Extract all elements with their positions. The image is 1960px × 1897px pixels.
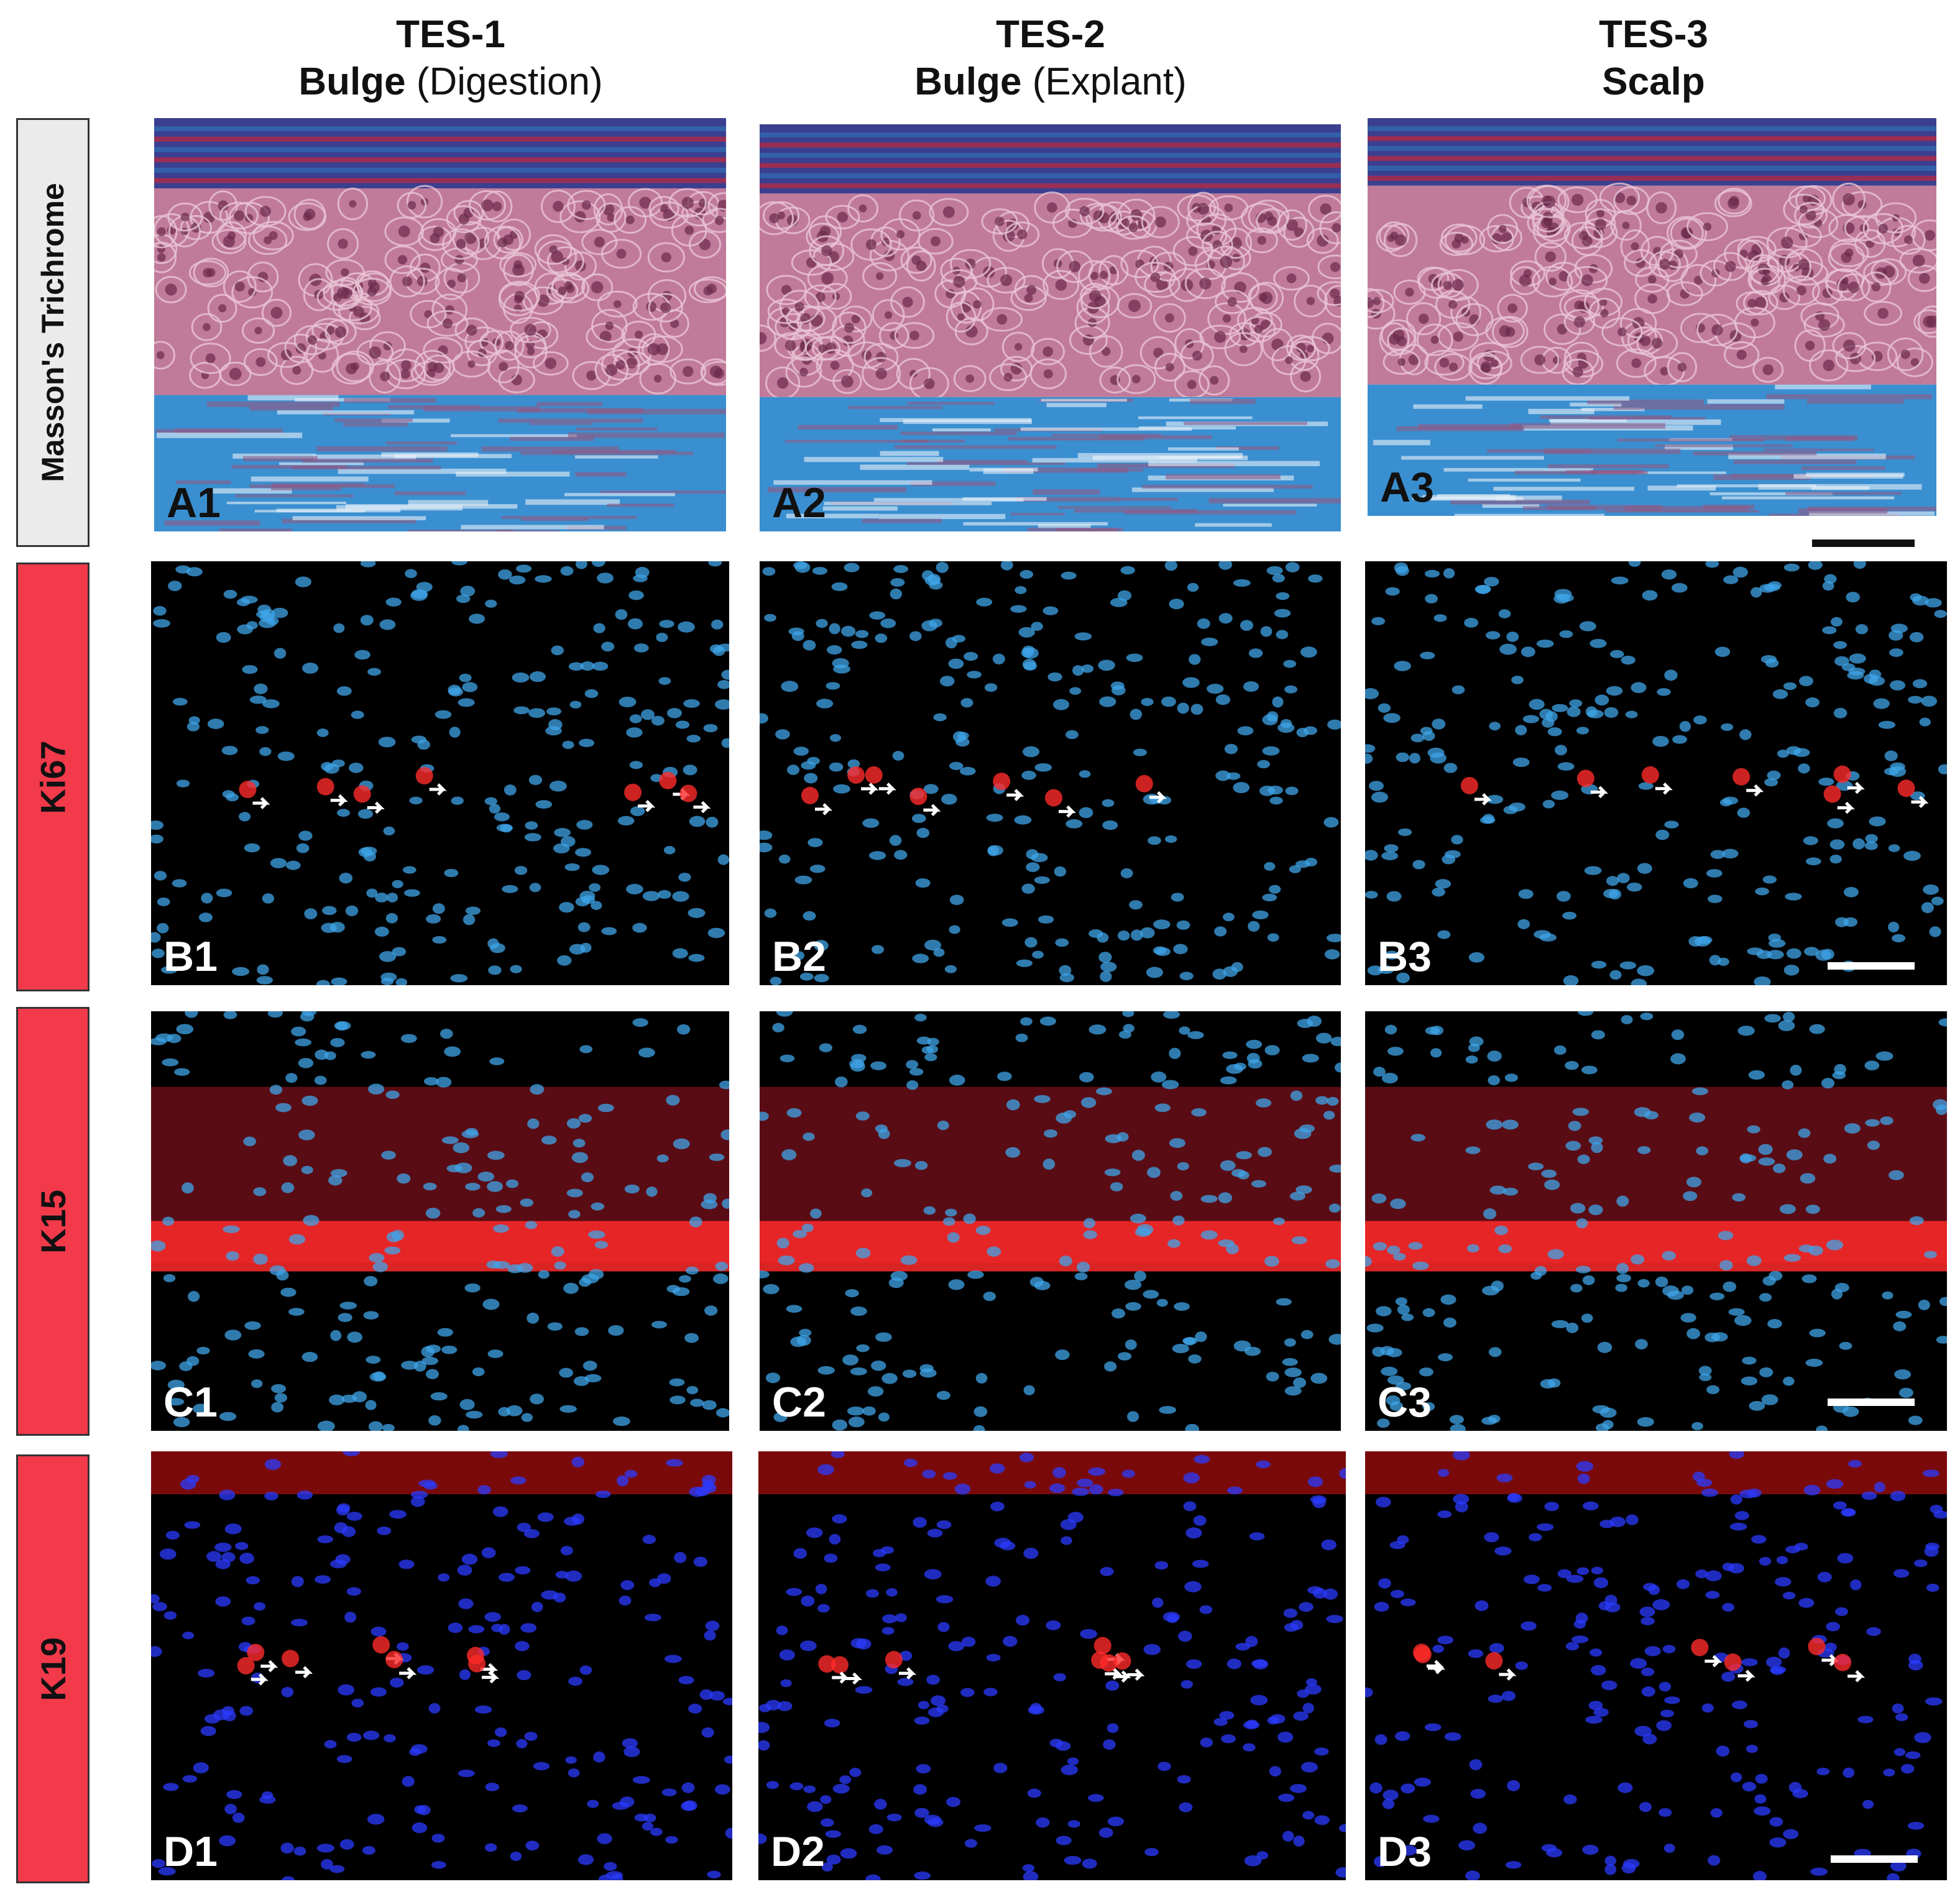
row-label-masson-trichrome: Masson's Trichrome	[16, 118, 90, 547]
micrograph-image	[1365, 1451, 1947, 1880]
row-label-text: K15	[33, 1189, 73, 1254]
panel-label: B3	[1378, 933, 1432, 980]
micrograph-image	[760, 124, 1341, 531]
panel-label: B2	[772, 933, 826, 980]
micrograph-panel-a1: A1	[154, 118, 726, 531]
micrograph-panel-b3: B3	[1365, 561, 1947, 985]
micrograph-image	[758, 1451, 1346, 1880]
column-subtitle: (Explant)	[1032, 60, 1187, 103]
micrograph-panel-c3: C3	[1365, 1011, 1947, 1431]
micrograph-panel-d2: D2	[758, 1451, 1346, 1880]
scale-bar	[1812, 540, 1915, 547]
micrograph-image	[151, 561, 729, 985]
column-header-tes3: TES-3 Scalp	[1361, 11, 1946, 106]
panel-label: D1	[163, 1828, 218, 1875]
micrograph-image	[1365, 1011, 1947, 1431]
column-header-tes1: TES-1 Bulge (Digestion)	[159, 11, 743, 106]
panel-label: A2	[772, 479, 826, 526]
micrograph-image	[760, 561, 1341, 985]
micrograph-panel-d1: D1	[151, 1451, 732, 1880]
row-label-k19: K19	[16, 1454, 90, 1883]
micrograph-panel-a3: A3	[1368, 118, 1936, 516]
micrograph-image	[151, 1451, 732, 1880]
panel-label: B1	[163, 933, 218, 980]
panel-label: D2	[771, 1828, 825, 1875]
micrograph-panel-b2: B2	[760, 561, 1341, 985]
micrograph-panel-d3: D3	[1365, 1451, 1947, 1880]
scale-bar	[1828, 1399, 1915, 1406]
row-label-text: Masson's Trichrome	[35, 183, 70, 482]
column-subtitle-bold: Scalp	[1602, 60, 1705, 103]
micrograph-panel-b1: B1	[151, 561, 729, 985]
column-header-tes2: TES-2 Bulge (Explant)	[758, 11, 1343, 106]
panel-label: C3	[1378, 1379, 1432, 1426]
micrograph-image	[1365, 561, 1947, 985]
micrograph-panel-a2: A2	[760, 124, 1341, 531]
micrograph-image	[760, 1011, 1341, 1431]
panel-label: A1	[167, 479, 221, 526]
row-label-text: K19	[33, 1637, 73, 1701]
row-label-k15: K15	[16, 1007, 90, 1436]
panel-label: D3	[1378, 1828, 1432, 1875]
scale-bar	[1828, 962, 1915, 970]
column-title: TES-1	[396, 13, 505, 56]
column-title: TES-3	[1599, 13, 1708, 56]
row-label-text: Ki67	[33, 740, 73, 814]
panel-label: C2	[772, 1379, 826, 1426]
micrograph-image	[1368, 118, 1936, 516]
panel-label: C1	[163, 1379, 218, 1426]
column-title: TES-2	[996, 13, 1105, 56]
column-subtitle-bold: Bulge	[914, 60, 1022, 103]
panel-label: A3	[1380, 464, 1434, 511]
micrograph-panel-c2: C2	[760, 1011, 1341, 1431]
micrograph-image	[151, 1011, 729, 1431]
micrograph-image	[154, 118, 726, 531]
scale-bar	[1831, 1855, 1918, 1863]
micrograph-panel-c1: C1	[151, 1011, 729, 1431]
column-subtitle-bold: Bulge	[298, 60, 406, 103]
row-label-ki67: Ki67	[16, 563, 90, 991]
column-subtitle: (Digestion)	[416, 60, 603, 103]
